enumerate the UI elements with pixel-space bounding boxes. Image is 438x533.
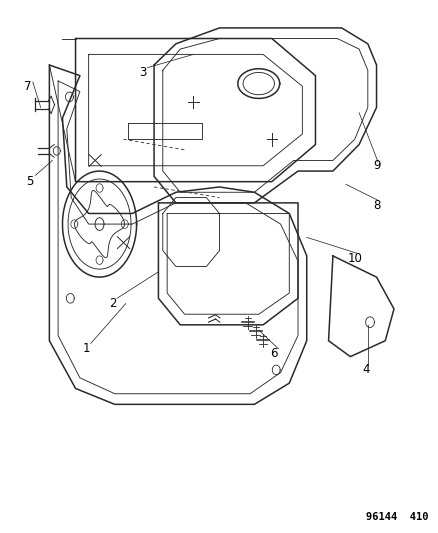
Text: 3: 3 [139, 67, 147, 79]
Text: 96144  410: 96144 410 [366, 512, 428, 522]
Text: 9: 9 [372, 159, 379, 172]
Text: 5: 5 [26, 175, 33, 188]
Text: 4: 4 [361, 364, 368, 376]
Text: 7: 7 [24, 80, 31, 93]
Text: 2: 2 [109, 297, 116, 310]
Text: 8: 8 [372, 199, 379, 212]
Text: 1: 1 [82, 342, 90, 355]
Text: 10: 10 [346, 252, 361, 265]
Text: 6: 6 [270, 348, 277, 360]
